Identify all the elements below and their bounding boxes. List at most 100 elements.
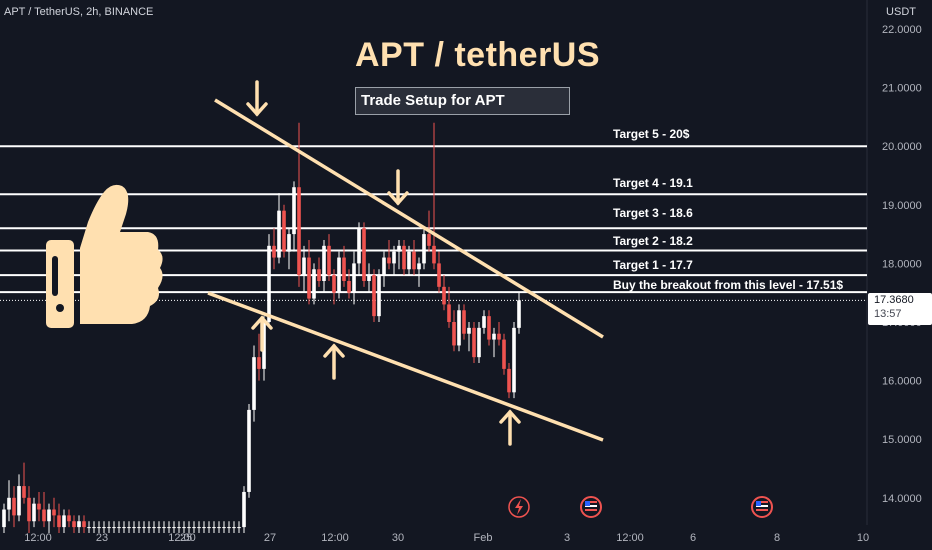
candle-body <box>2 509 6 528</box>
candle-body <box>42 509 46 522</box>
lightning-icon[interactable] <box>508 496 530 518</box>
x-tick-label: 12:00 <box>321 532 349 544</box>
candle-body <box>107 527 111 529</box>
candle-body <box>257 357 261 369</box>
candle-body <box>62 515 66 528</box>
candle-body <box>432 245 436 264</box>
candle-body <box>92 527 96 529</box>
arrow-up-icon <box>323 343 345 380</box>
candle-body <box>137 527 141 529</box>
us-flag-icon[interactable] <box>751 496 773 518</box>
y-tick-label: 14.0000 <box>882 493 922 505</box>
candle-body <box>127 527 131 529</box>
thumbs-up-icon <box>46 184 163 328</box>
y-tick-label: 16.0000 <box>882 376 922 388</box>
candle-body <box>472 327 476 358</box>
candle-body <box>187 527 191 529</box>
candle-body <box>172 527 176 529</box>
candle-body <box>217 527 221 529</box>
candle-body <box>262 322 266 369</box>
candle-body <box>97 527 101 529</box>
candle-body <box>507 368 511 393</box>
x-tick-label: 12:00 <box>168 532 196 544</box>
candle-body <box>22 486 26 498</box>
candle-body <box>77 521 81 528</box>
candle-body <box>192 527 196 529</box>
current-price: 17.3680 <box>874 294 914 306</box>
candle-body <box>457 310 461 346</box>
candle-body <box>247 409 251 492</box>
candle-body <box>427 234 431 246</box>
candle-body <box>227 527 231 529</box>
target-4-label: Target 4 - 19.1 <box>613 176 693 190</box>
candle-body <box>102 527 106 529</box>
candle-body <box>392 251 396 264</box>
x-tick-label: 30 <box>392 532 404 544</box>
candle-body <box>497 333 501 340</box>
candle-body <box>277 210 281 258</box>
candle-body <box>482 316 486 328</box>
candle-body <box>517 300 521 328</box>
candle-body <box>12 497 16 516</box>
candle-body <box>477 327 481 358</box>
arrow-down-icon <box>387 169 409 206</box>
x-tick-label: 10 <box>857 532 869 544</box>
candle-body <box>322 245 326 281</box>
resistance-trendline <box>214 98 604 339</box>
arrow-down-icon <box>246 80 268 117</box>
y-tick-label: 22.0000 <box>882 24 922 36</box>
candle-body <box>417 263 421 270</box>
candle-body <box>452 322 456 346</box>
candle-body <box>377 275 381 317</box>
candle-body <box>412 251 416 270</box>
candle-body <box>147 527 151 529</box>
candle-body <box>252 357 256 410</box>
candle-body <box>272 245 276 258</box>
candle-body <box>372 275 376 317</box>
x-tick-label: 27 <box>264 532 276 544</box>
candle-body <box>32 503 36 522</box>
target-5-label: Target 5 - 20$ <box>613 127 690 141</box>
symbol-label[interactable]: APT / TetherUS, 2h, BINANCE <box>4 6 154 18</box>
candle-body <box>442 286 446 305</box>
x-tick-label: 8 <box>774 532 780 544</box>
candle-body <box>27 497 31 522</box>
candle-body <box>367 275 371 281</box>
chart-title: APT / tetherUS <box>355 36 601 74</box>
candle-body <box>487 316 491 340</box>
candle-body <box>437 263 441 287</box>
x-tick-label: 25 <box>180 532 192 544</box>
x-tick-label: 23 <box>96 532 108 544</box>
candle-body <box>267 245 271 322</box>
us-flag-icon[interactable] <box>580 496 602 518</box>
candle-body <box>352 263 356 293</box>
candle-body <box>332 275 336 293</box>
candle-body <box>117 527 121 529</box>
arrow-up-icon <box>251 315 273 352</box>
candle-body <box>182 527 186 529</box>
trade-setup-box: Trade Setup for APT <box>355 87 570 115</box>
y-tick-label: 19.0000 <box>882 200 922 212</box>
candle-body <box>492 333 496 340</box>
candle-body <box>282 210 286 252</box>
candle-body <box>207 527 211 529</box>
candle-body <box>57 515 61 528</box>
support-trendline <box>207 291 604 442</box>
candle-body <box>142 527 146 529</box>
candle-body <box>407 251 411 270</box>
candle-body <box>232 527 236 529</box>
arrow-up-icon <box>499 409 521 446</box>
candle-body <box>37 503 41 510</box>
candle-body <box>382 257 386 276</box>
candle-body <box>312 269 316 299</box>
candle-body <box>317 269 321 281</box>
target-2-label: Target 2 - 18.2 <box>613 234 693 248</box>
target-1-label: Target 1 - 17.7 <box>613 258 693 272</box>
candle-countdown: 13:57 <box>874 308 902 320</box>
current-price-tag: 17.3680 13:57 <box>868 293 932 325</box>
candle-body <box>402 245 406 270</box>
candle-body <box>87 527 91 529</box>
candle-body <box>307 257 311 299</box>
y-tick-label: 20.0000 <box>882 141 922 153</box>
